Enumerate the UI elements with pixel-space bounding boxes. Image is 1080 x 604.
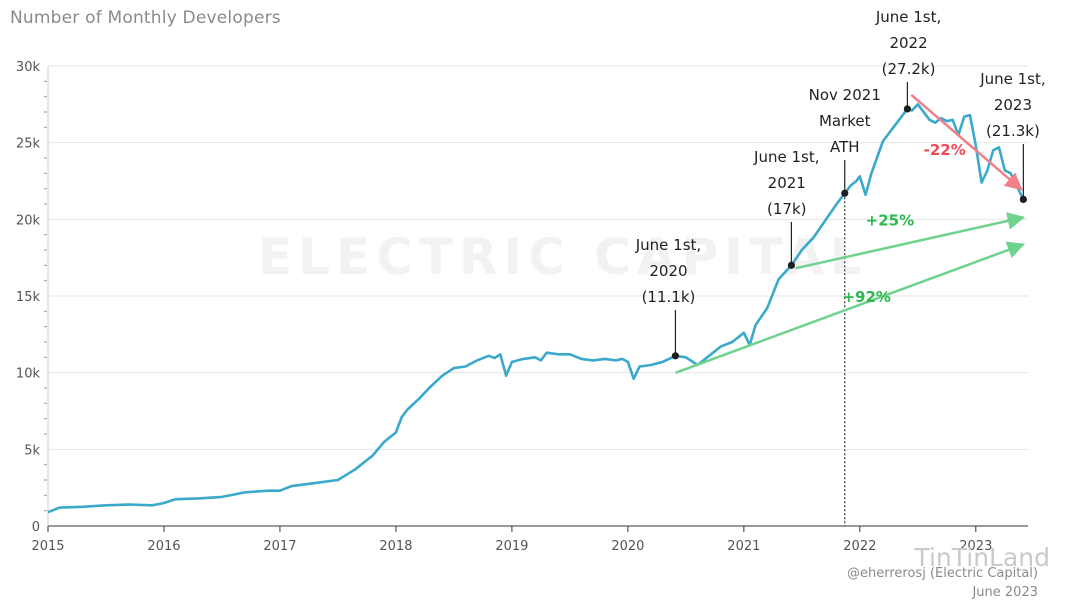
annotation-text: 2020 — [649, 262, 687, 280]
change-label: +92% — [842, 288, 890, 306]
tick-labels: 0 5k 10k 15k 20k 25k 30k 2015 2016 2017 2018 2019 20… — [16, 60, 992, 554]
annotation-text: June 1st, — [635, 236, 701, 254]
change-arrow-2021-2023 — [795, 212, 1026, 270]
change-label: +25% — [866, 211, 914, 229]
x-tick-label: 2020 — [611, 539, 644, 554]
x-tick-label: 2022 — [843, 539, 876, 554]
annotation-text: 2021 — [768, 174, 806, 192]
x-tick-label: 2018 — [379, 539, 412, 554]
annotation-text: June 1st, — [753, 148, 819, 166]
series-layer — [47, 103, 1025, 514]
annotation-marker — [671, 352, 680, 360]
grid-lines — [48, 65, 1028, 450]
y-tick-label: 15k — [16, 290, 41, 305]
change-arrows — [674, 93, 1026, 374]
x-tick-label: 2021 — [727, 539, 760, 554]
source-credit: @eherrerosj (Electric Capital) — [847, 566, 1038, 581]
annotation-text: ATH — [830, 138, 860, 156]
y-tick-label: 25k — [16, 137, 41, 152]
annotation-marker — [841, 189, 849, 197]
annotation-text: June 1st, — [979, 70, 1045, 88]
annotations: +92% +25% -22% June 1st, 2020 (11.1k) June 1st… — [635, 8, 1046, 360]
axes — [47, 66, 1028, 532]
y-tick-label: 20k — [16, 213, 41, 228]
y-tick-label: 5k — [24, 443, 40, 458]
change-label: -22% — [924, 141, 966, 159]
annotation-text: (21.3k) — [986, 122, 1040, 140]
annotation-text: 2022 — [889, 34, 927, 52]
x-tick-label: 2015 — [31, 539, 64, 554]
annotation-text: (17k) — [767, 200, 806, 218]
chart-title: Number of Monthly Developers — [10, 8, 281, 28]
annotation-marker — [787, 261, 796, 269]
annotation-text: Nov 2021 — [809, 86, 881, 104]
source-date: June 2023 — [972, 585, 1038, 600]
x-tick-label: 2016 — [147, 539, 180, 554]
developers-series-line — [47, 103, 1025, 514]
y-tick-label: 30k — [16, 60, 41, 75]
annotation-text: (27.2k) — [882, 60, 936, 78]
y-tick-label: 10k — [16, 367, 41, 382]
annotation-marker — [1019, 195, 1027, 203]
annotation-text: Market — [819, 112, 871, 130]
y-minor-ticks — [44, 80, 47, 512]
x-tick-label: 2019 — [495, 539, 528, 554]
x-tick-label: 2023 — [959, 539, 992, 554]
x-tick-label: 2017 — [263, 539, 296, 554]
annotation-marker — [903, 105, 911, 113]
electric-capital-watermark: ELECTRIC CAPITAL — [258, 228, 868, 286]
annotation-text: June 1st, — [875, 8, 941, 26]
annotation-text: (11.1k) — [642, 288, 696, 306]
change-arrow-2020-2023 — [674, 241, 1026, 374]
tintinland-watermark: TinTinLand — [914, 543, 1050, 572]
annotation-text: 2023 — [994, 96, 1032, 114]
change-arrow-2022-2023 — [910, 93, 1023, 191]
y-tick-label: 0 — [32, 520, 40, 535]
